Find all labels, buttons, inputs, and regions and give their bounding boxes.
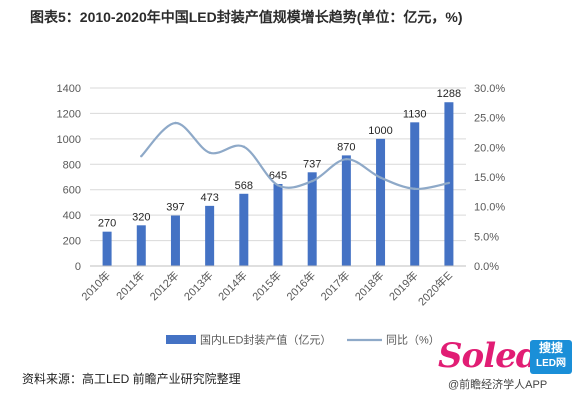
x-tick-label: 2010年 xyxy=(78,268,113,303)
bar-data-label: 1288 xyxy=(437,88,461,100)
y2-tick-label: 5.0% xyxy=(474,231,499,243)
y2-tick-label: 30.0% xyxy=(474,83,505,95)
logo-badge-line1: 搜搜 xyxy=(538,341,563,355)
bar xyxy=(273,183,283,266)
line-point xyxy=(208,151,211,154)
line-point xyxy=(379,176,382,179)
y-tick-label: 600 xyxy=(63,185,81,197)
logo-wordmark: Soled xyxy=(438,336,540,376)
x-tick-label: 2013年 xyxy=(181,268,216,303)
line-series xyxy=(140,121,451,191)
bar-data-label: 1000 xyxy=(368,125,392,137)
y2-tick-label: 10.0% xyxy=(474,202,505,214)
bar-data-label: 473 xyxy=(200,192,218,204)
bar-series: 270 320 397 473 568 645 737 870 1000 1130 1288 xyxy=(98,88,461,267)
x-tick-label: 2015年 xyxy=(249,268,284,303)
legend-swatch-bar xyxy=(166,335,196,344)
bar xyxy=(136,225,146,266)
y-axis-left: 0 200 400 600 800 1000 1200 1400 xyxy=(57,83,81,273)
bar-data-label: 1130 xyxy=(403,108,427,120)
bar xyxy=(341,155,351,266)
line-point xyxy=(345,158,348,161)
y-tick-label: 200 xyxy=(63,236,81,248)
line-point xyxy=(174,121,177,125)
logo-badge-line2: LED网 xyxy=(536,358,566,369)
y-tick-label: 0 xyxy=(75,261,81,273)
app-credit: @前瞻经济学人APP xyxy=(448,379,548,391)
bar xyxy=(102,231,112,266)
y2-tick-label: 20.0% xyxy=(474,142,505,154)
bar xyxy=(205,205,215,266)
y2-tick-label: 15.0% xyxy=(474,172,505,184)
line-point xyxy=(276,184,280,187)
line-point xyxy=(242,145,246,148)
x-tick-label: 2014年 xyxy=(215,268,250,303)
y-axis-right: 0.0% 5.0% 10.0% 15.0% 20.0% 25.0% 30.0% xyxy=(474,83,505,273)
bar-data-label: 870 xyxy=(337,141,355,153)
bar-data-label: 568 xyxy=(235,180,253,192)
legend-label-bar: 国内LED封装产值（亿元） xyxy=(200,333,331,347)
x-tick-label: 2017年 xyxy=(317,268,352,303)
legend-label-line: 同比（%） xyxy=(386,334,440,347)
x-tick-label: 2016年 xyxy=(283,268,318,303)
bar xyxy=(239,193,249,266)
logo-badge: 搜搜 LED网 xyxy=(530,340,572,374)
legend: 国内LED封装产值（亿元） 同比（%） xyxy=(166,333,440,347)
y-tick-label: 400 xyxy=(63,210,81,222)
bar-data-label: 397 xyxy=(166,202,184,214)
y-tick-label: 1000 xyxy=(57,134,81,146)
soled-logo: Soled 搜搜 LED网 xyxy=(438,336,578,380)
line-point xyxy=(310,179,314,183)
x-tick-label: 2018年 xyxy=(352,268,387,303)
y-tick-label: 1400 xyxy=(57,83,81,95)
source-note: 资料来源：高工LED 前瞻产业研究院整理 xyxy=(22,372,241,386)
bar-data-label: 737 xyxy=(303,158,321,170)
bar-data-label: 270 xyxy=(98,218,116,230)
y-tick-label: 1200 xyxy=(57,108,81,120)
x-axis: 2010年 2011年 2012年 2013年 2014年 2015年 2016年 2017年… xyxy=(78,265,466,308)
y2-tick-label: 25.0% xyxy=(474,113,505,125)
bar-data-label: 320 xyxy=(132,211,150,223)
chart-title: 图表5：2010-2020年中国LED封装产值规模增长趋势(单位：亿元，%) xyxy=(30,9,463,25)
bar-data-label: 645 xyxy=(269,170,287,182)
line-point xyxy=(447,181,451,185)
x-tick-label: 2020年E xyxy=(415,268,455,308)
bar xyxy=(170,215,180,266)
yoy-line xyxy=(140,121,450,191)
line-point xyxy=(140,155,143,158)
y2-tick-label: 0.0% xyxy=(474,261,499,273)
line-point xyxy=(413,187,416,191)
x-tick-label: 2019年 xyxy=(386,268,421,303)
bar xyxy=(307,172,317,266)
y-tick-label: 800 xyxy=(63,159,81,171)
x-tick-label: 2011年 xyxy=(113,268,147,302)
bar xyxy=(376,138,386,266)
bar xyxy=(410,122,420,266)
x-tick-label: 2012年 xyxy=(147,268,182,303)
